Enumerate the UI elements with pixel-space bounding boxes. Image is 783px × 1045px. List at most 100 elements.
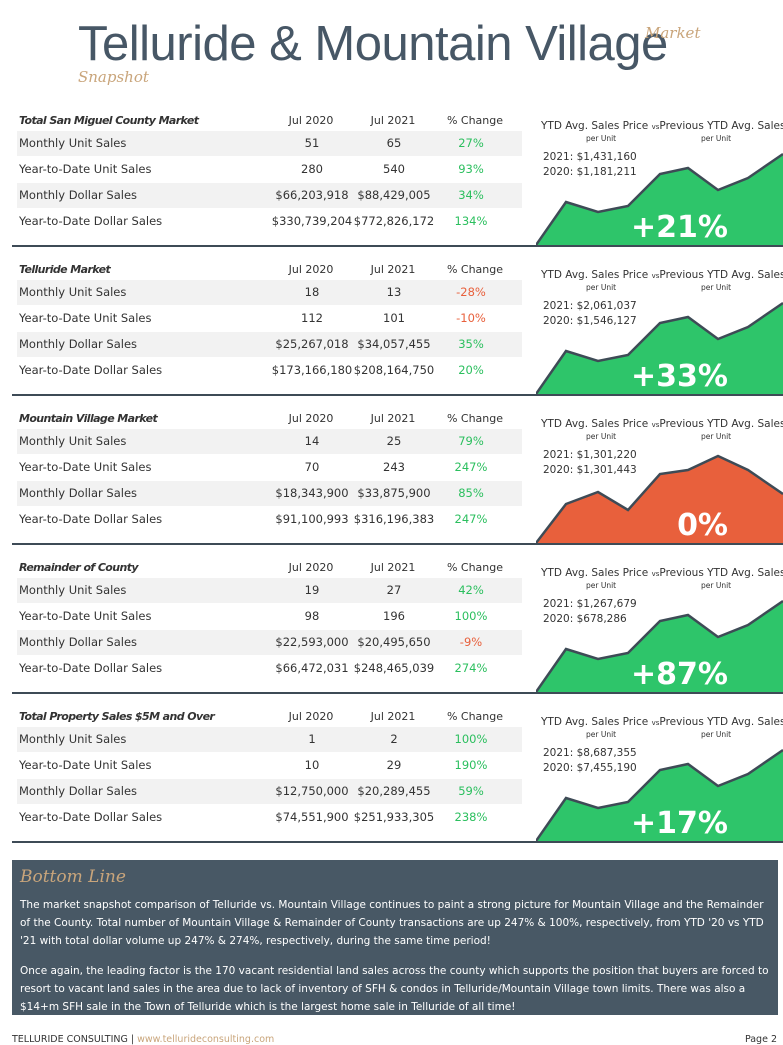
ytd-label-right: Previous YTD Avg. Sales Price (659, 418, 783, 430)
value-jul2020: $22,593,000 (275, 635, 349, 649)
value-jul2020: 19 (304, 583, 320, 597)
row-label: Monthly Dollar Sales (19, 784, 138, 798)
per-unit-right: per Unit (701, 432, 732, 441)
value-jul2020: $91,100,993 (275, 512, 349, 526)
value-jul2020: $66,472,031 (275, 661, 349, 675)
page-number: Page 2 (744, 1034, 777, 1045)
ytd-area-chart (536, 152, 783, 245)
row-label: Year-to-Date Unit Sales (19, 609, 152, 623)
value-jul2021: $316,196,383 (353, 512, 435, 526)
ytd-2021-price: 2021: $1,431,160 (543, 151, 637, 163)
ytd-label-left: YTD Avg. Sales Price (541, 418, 649, 430)
section-divider (12, 543, 783, 545)
ytd-label-vs: vs (651, 272, 660, 280)
value-jul2021: $248,465,039 (353, 661, 435, 675)
table-row: Year-to-Date Dollar Sales $330,739,204 $77… (17, 209, 522, 234)
table-row: Monthly Dollar Sales $18,343,900 $33,875,9… (17, 481, 522, 506)
value-change: 100% (454, 732, 488, 746)
value-change: 93% (458, 162, 484, 176)
value-jul2021: $34,057,455 (357, 337, 431, 351)
column-header-jul2021: Jul 2021 (370, 263, 416, 276)
ytd-area-chart (536, 599, 783, 692)
ytd-area-shape (536, 303, 783, 394)
footer: TELLURIDE CONSULTING | www.telluridecons… (12, 1034, 274, 1045)
ytd-2021-price: 2021: $1,301,220 (543, 449, 637, 461)
column-header-change: % Change (446, 412, 504, 425)
value-change: 247% (454, 512, 488, 526)
per-unit-right: per Unit (701, 134, 732, 143)
value-jul2021: $20,495,650 (357, 635, 431, 649)
value-jul2021: $251,933,305 (353, 810, 435, 824)
ytd-percent-change: +21% (631, 210, 728, 245)
ytd-label-right: Previous YTD Avg. Sales Price (659, 120, 783, 132)
table-row: Monthly Dollar Sales $25,267,018 $34,057,4… (17, 332, 522, 357)
section-title: Total Property Sales $5M and Over (19, 710, 215, 723)
value-change: 100% (454, 609, 488, 623)
value-change: 27% (458, 136, 484, 150)
ytd-label-vs: vs (651, 421, 660, 429)
section-divider (12, 692, 783, 694)
row-label: Year-to-Date Dollar Sales (19, 661, 163, 675)
row-label: Year-to-Date Unit Sales (19, 758, 152, 772)
value-jul2021: 2 (390, 732, 398, 746)
row-label: Monthly Unit Sales (19, 434, 127, 448)
ytd-label-left: YTD Avg. Sales Price (541, 120, 649, 132)
ytd-label-vs: vs (651, 123, 660, 131)
ytd-label-left: YTD Avg. Sales Price (541, 567, 649, 579)
ytd-2020-price: 2020: $1,546,127 (543, 315, 637, 327)
per-unit-right: per Unit (701, 730, 732, 739)
value-change: 59% (458, 784, 484, 798)
table-row: Year-to-Date Unit Sales 10 29 190% (17, 753, 522, 778)
column-header-jul2020: Jul 2020 (288, 412, 334, 425)
value-jul2020: $18,343,900 (275, 486, 349, 500)
ytd-label-left: YTD Avg. Sales Price (541, 269, 649, 281)
table-row: Year-to-Date Dollar Sales $66,472,031 $248… (17, 656, 522, 681)
value-jul2021: $208,164,750 (353, 363, 435, 377)
per-unit-right: per Unit (701, 581, 732, 590)
ytd-area-shape (536, 601, 783, 692)
page-title-snapshot: Snapshot (78, 68, 149, 86)
row-label: Monthly Dollar Sales (19, 337, 138, 351)
section-divider (12, 841, 783, 843)
value-jul2021: 29 (386, 758, 402, 772)
column-header-change: % Change (446, 114, 504, 127)
section-1: Telluride Market Jul 2020 Jul 2021 % Change… (12, 263, 783, 396)
footer-website-link[interactable]: www.tellurideconsulting.com (137, 1034, 275, 1045)
ytd-area-outline (536, 599, 783, 692)
ytd-2020-price: 2020: $7,455,190 (543, 762, 637, 774)
per-unit-right: per Unit (701, 283, 732, 292)
column-header-change: % Change (446, 710, 504, 723)
bottom-line-paragraph-2: Once again, the leading factor is the 17… (20, 965, 769, 1013)
column-header-jul2021: Jul 2021 (370, 412, 416, 425)
per-unit-left: per Unit (586, 134, 617, 143)
section-title: Mountain Village Market (19, 412, 158, 425)
section-title: Telluride Market (19, 263, 111, 276)
section-3: Remainder of County Jul 2020 Jul 2021 % Cha… (12, 561, 783, 694)
ytd-heading: YTD Avg. Sales Price vsPrevious YTD Avg.… (541, 269, 783, 281)
value-jul2020: 70 (304, 460, 320, 474)
section-4: Total Property Sales $5M and Over Jul 202… (12, 710, 783, 843)
ytd-label-right: Previous YTD Avg. Sales Price (659, 716, 783, 728)
table-row: Monthly Unit Sales 14 25 79% (17, 429, 522, 454)
value-jul2020: 280 (301, 162, 323, 176)
ytd-heading: YTD Avg. Sales Price vsPrevious YTD Avg.… (541, 716, 783, 728)
value-jul2021: 25 (386, 434, 402, 448)
value-change: 20% (458, 363, 484, 377)
column-header-jul2021: Jul 2021 (370, 710, 416, 723)
section-divider (12, 245, 783, 247)
value-jul2021: $772,826,172 (353, 214, 435, 228)
table-row: Monthly Unit Sales 1 2 100% (17, 727, 522, 752)
value-change: 274% (454, 661, 488, 675)
ytd-percent-change: +17% (631, 806, 728, 841)
ytd-area-shape (536, 456, 783, 543)
value-change: -10% (456, 311, 486, 325)
value-change: 35% (458, 337, 484, 351)
table-row: Monthly Unit Sales 51 65 27% (17, 131, 522, 156)
column-header-jul2021: Jul 2021 (370, 114, 416, 127)
value-jul2020: 10 (304, 758, 320, 772)
ytd-label-right: Previous YTD Avg. Sales Price (659, 269, 783, 281)
ytd-label-vs: vs (651, 719, 660, 727)
ytd-area-outline (536, 301, 783, 394)
table-row: Year-to-Date Unit Sales 280 540 93% (17, 157, 522, 182)
page-title-market: Market (645, 24, 701, 42)
